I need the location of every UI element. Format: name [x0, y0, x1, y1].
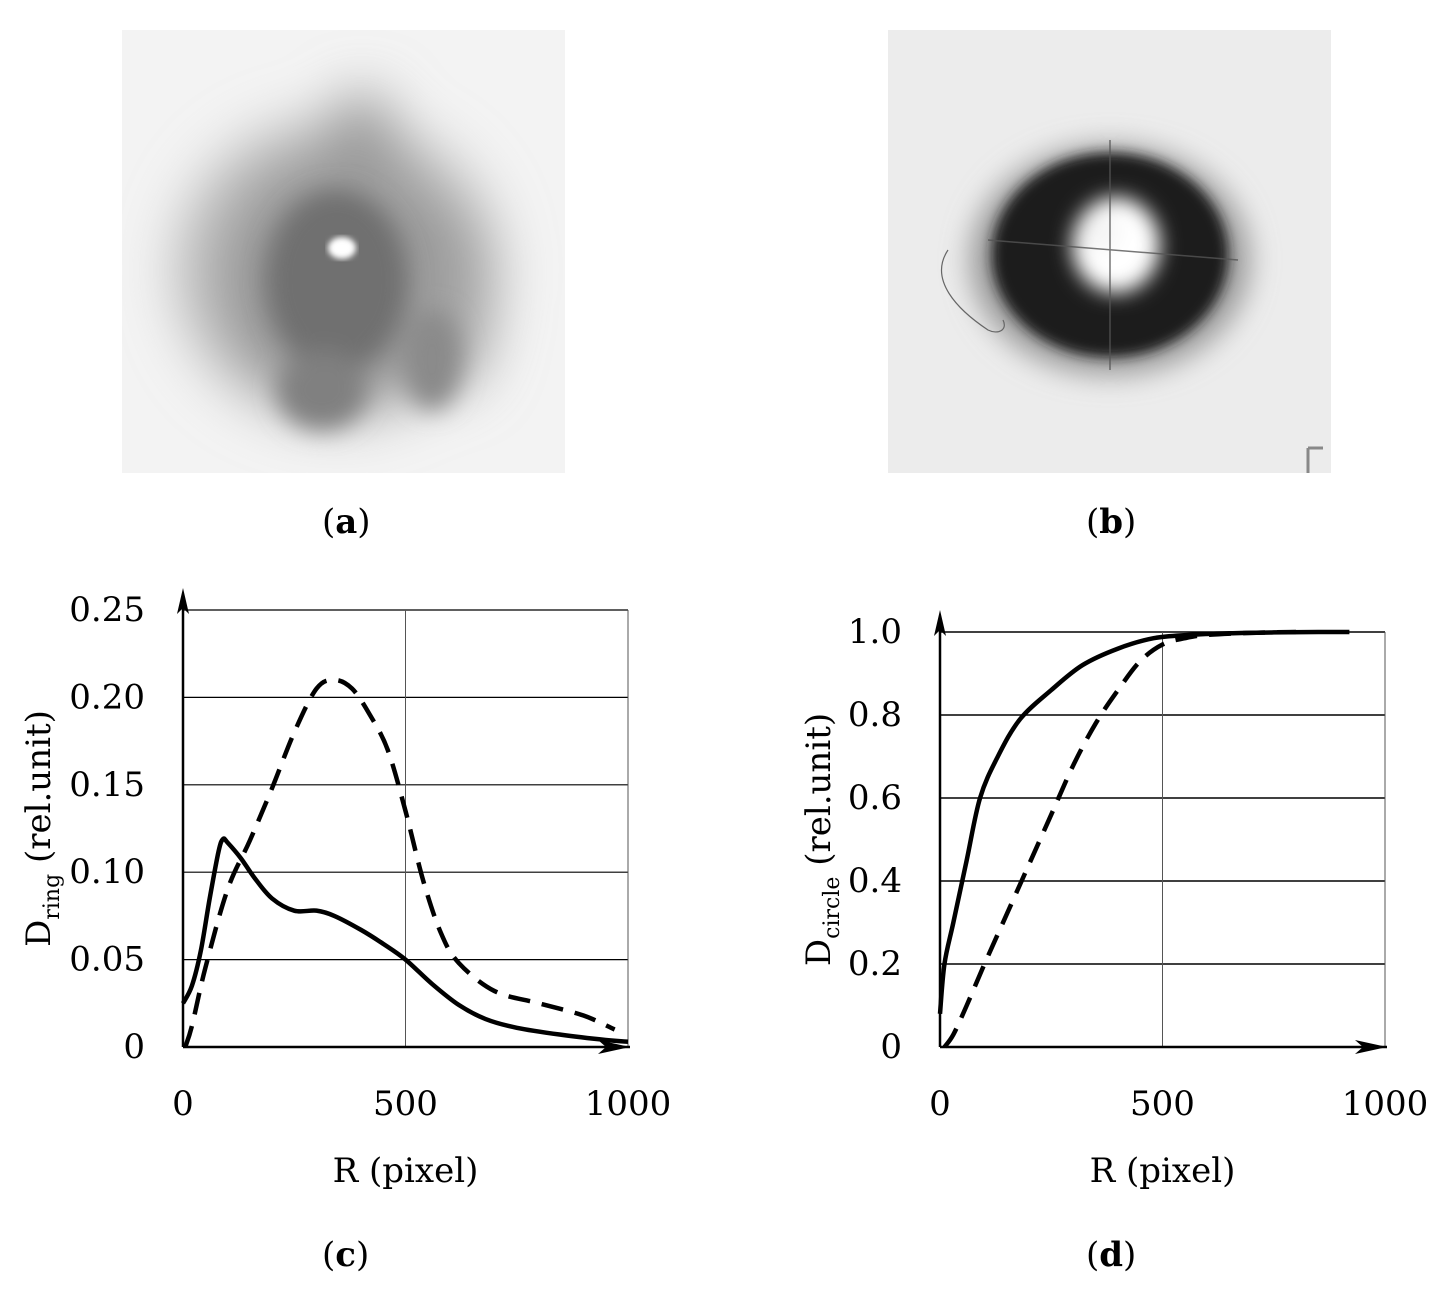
chart-c-x-arrow — [598, 1040, 630, 1054]
chart-d-ylabel-unit: (rel.unit) — [799, 713, 839, 877]
caption-c-letter: c — [335, 1235, 356, 1275]
chart-d-series-dashed — [942, 629, 1297, 1049]
chart-c-ytick-label: 0.15 — [69, 765, 145, 805]
chart-c-xtick-label: 500 — [373, 1084, 438, 1124]
caption-b: (b) — [1086, 502, 1137, 542]
chart-d-x-arrow — [1355, 1040, 1387, 1054]
chart-d-ytick-label: 0.2 — [848, 944, 902, 984]
caption-d-letter: d — [1099, 1235, 1124, 1275]
caption-d: (d) — [1086, 1235, 1137, 1275]
chart-d-ytick-label: 0.8 — [848, 695, 902, 735]
chart-c-ytick-label: 0 — [123, 1027, 145, 1067]
chart-d-ytick-label: 0.6 — [848, 778, 902, 818]
chart-d-xtick-label: 1000 — [1342, 1084, 1429, 1124]
chart-c-xlabel: R (pixel) — [333, 1151, 479, 1191]
chart-d-ylabel: Dcircle (rel.unit) — [799, 713, 845, 966]
chart-d-xtick-label: 0 — [929, 1084, 951, 1124]
chart-d-ytick-label: 0 — [880, 1027, 902, 1067]
caption-a-letter: a — [335, 502, 358, 542]
photo-b — [888, 30, 1331, 473]
chart-c-ytick-label: 0.05 — [69, 940, 145, 980]
caption-b-letter: b — [1099, 502, 1124, 542]
photo-b-image — [888, 30, 1331, 473]
chart-c-ylabel-main: D — [19, 920, 59, 947]
caption-a: (a) — [322, 502, 371, 542]
chart-c-ylabel-sub: ring — [40, 874, 65, 920]
chart-c-xtick-label: 1000 — [585, 1084, 672, 1124]
chart-c-ytick-label: 0.10 — [69, 852, 145, 892]
caption-c: (c) — [322, 1235, 370, 1275]
chart-d-ylabel-sub: circle — [820, 877, 845, 939]
chart-c-series-solid — [180, 836, 629, 1045]
chart-d-xtick-label: 500 — [1130, 1084, 1195, 1124]
chart-d-ylabel-main: D — [799, 939, 839, 966]
chart-c: 0 0.05 0.10 0.15 0.20 0.25 0 500 1000 R (pixel) Dr… — [19, 588, 672, 1191]
chart-d-ytick-label: 1.0 — [848, 612, 902, 652]
photo-a — [122, 30, 565, 473]
chart-d-y-arrow — [934, 610, 946, 636]
chart-d-xlabel: R (pixel) — [1090, 1151, 1236, 1191]
chart-d-ytick-label: 0.4 — [848, 861, 902, 901]
chart-d-series-solid — [937, 629, 1350, 1015]
chart-c-ytick-label: 0.25 — [69, 590, 145, 630]
chart-c-ytick-label: 0.20 — [69, 677, 145, 717]
chart-c-series-dashed — [183, 677, 616, 1048]
photo-a-image — [122, 30, 565, 473]
chart-c-ylabel-unit: (rel.unit) — [19, 710, 59, 874]
chart-c-y-arrow — [177, 588, 189, 614]
chart-c-xtick-label: 0 — [172, 1084, 194, 1124]
chart-c-ylabel: Dring (rel.unit) — [19, 710, 65, 947]
